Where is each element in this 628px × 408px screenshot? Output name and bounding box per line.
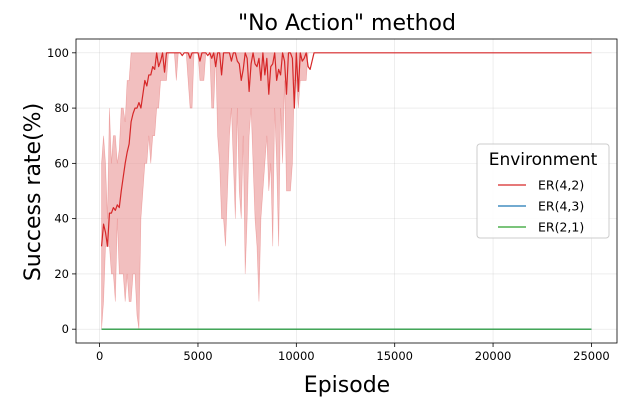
y-tick-label: 40 — [54, 212, 69, 226]
legend-label-0: ER(4,2) — [538, 178, 584, 193]
y-tick-label: 0 — [62, 322, 69, 336]
legend-entries: ER(4,2) ER(4,3) ER(2,1) — [498, 178, 584, 235]
x-tick-label: 10000 — [278, 349, 315, 363]
y-tick-label: 20 — [54, 267, 69, 281]
x-axis-ticks: 0 5000 10000 15000 20000 25000 — [96, 343, 610, 363]
legend-label-1: ER(4,3) — [538, 199, 584, 214]
y-tick-label: 100 — [47, 46, 69, 60]
chart-title: "No Action" method — [238, 11, 456, 36]
series-lines — [100, 52, 592, 330]
y-tick-label: 80 — [54, 101, 69, 115]
x-tick-label: 25000 — [573, 349, 610, 363]
x-tick-label: 0 — [96, 349, 103, 363]
x-tick-label: 20000 — [475, 349, 512, 363]
legend: Environment ER(4,2) ER(4,3) ER(2,1) — [476, 143, 610, 239]
y-tick-label: 60 — [54, 156, 69, 170]
x-axis-label: Episode — [304, 373, 390, 398]
y-axis-ticks: 0 20 40 60 80 100 — [47, 46, 76, 336]
legend-label-2: ER(2,1) — [538, 220, 584, 235]
x-tick-label: 15000 — [376, 349, 413, 363]
legend-title: Environment — [489, 150, 598, 170]
plot-frame — [75, 38, 618, 344]
legend-box — [476, 143, 610, 239]
series-line-0 — [100, 52, 592, 247]
x-tick-label: 5000 — [183, 349, 212, 363]
y-axis-label: Success rate(%) — [21, 103, 46, 281]
